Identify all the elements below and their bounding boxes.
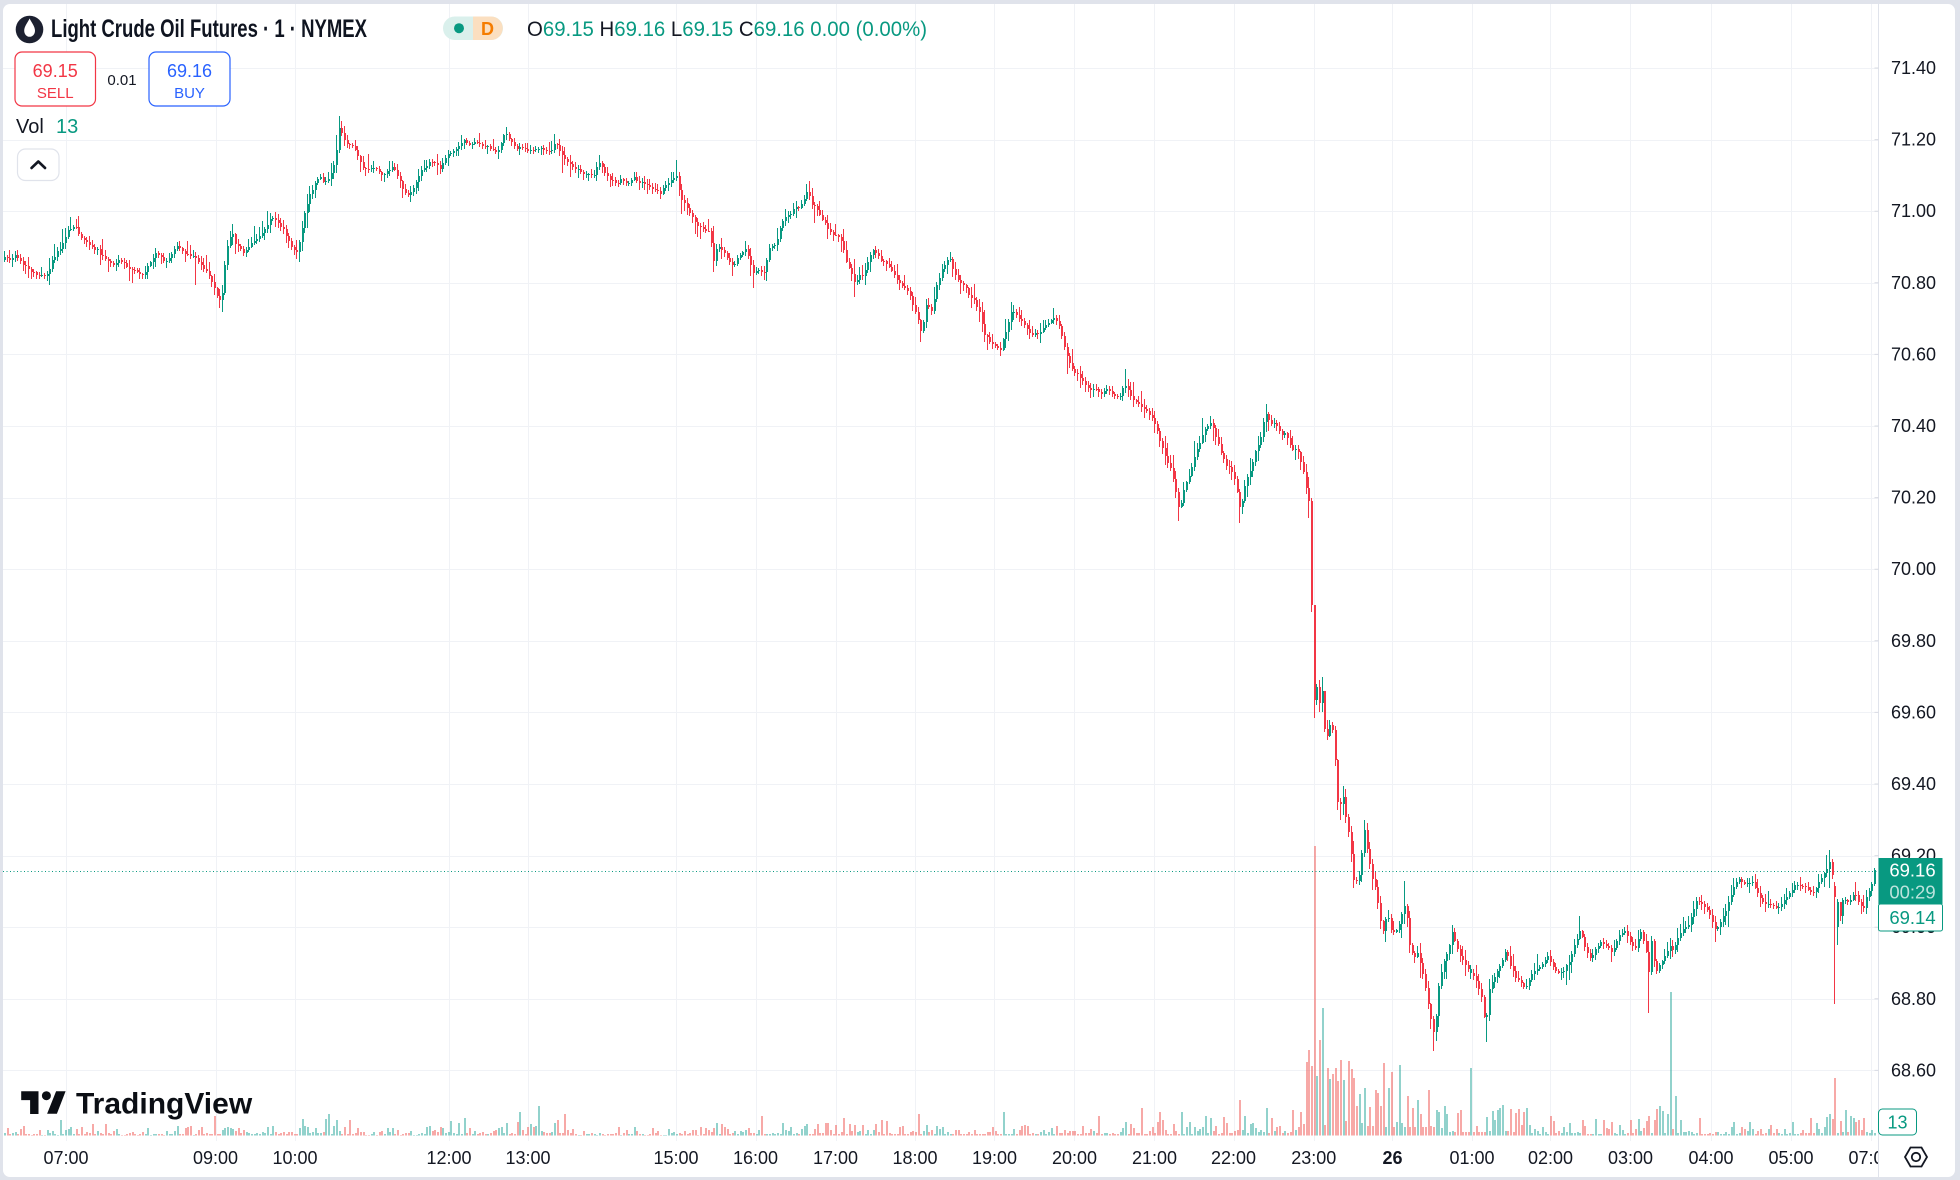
svg-text:16:00: 16:00 <box>733 1148 778 1168</box>
svg-text:Light Crude Oil Futures · 1 ·: Light Crude Oil Futures · 1 · NYMEX <box>51 15 367 43</box>
svg-text:71.00: 71.00 <box>1891 201 1936 221</box>
svg-text:69.16: 69.16 <box>1889 860 1935 881</box>
svg-text:69.40: 69.40 <box>1891 774 1936 794</box>
svg-text:13:00: 13:00 <box>505 1148 550 1168</box>
svg-text:22:00: 22:00 <box>1211 1148 1256 1168</box>
svg-text:02:00: 02:00 <box>1528 1148 1573 1168</box>
svg-text:69.80: 69.80 <box>1891 631 1936 651</box>
svg-text:70.60: 70.60 <box>1891 344 1936 364</box>
svg-text:04:00: 04:00 <box>1688 1148 1733 1168</box>
svg-text:20:00: 20:00 <box>1052 1148 1097 1168</box>
svg-text:68.60: 68.60 <box>1891 1060 1936 1080</box>
svg-text:69.15: 69.15 <box>33 61 78 81</box>
svg-text:01:00: 01:00 <box>1449 1148 1494 1168</box>
svg-text:26: 26 <box>1382 1148 1402 1168</box>
svg-text:13: 13 <box>1887 1113 1907 1133</box>
svg-text:71.40: 71.40 <box>1891 58 1936 78</box>
svg-text:SELL: SELL <box>37 85 74 102</box>
svg-text:10:00: 10:00 <box>272 1148 317 1168</box>
svg-text:70.20: 70.20 <box>1891 488 1936 508</box>
svg-text:09:00: 09:00 <box>193 1148 238 1168</box>
svg-text:21:00: 21:00 <box>1132 1148 1177 1168</box>
svg-text:00:29: 00:29 <box>1889 882 1935 903</box>
svg-text:70.00: 70.00 <box>1891 559 1936 579</box>
svg-text:05:00: 05:00 <box>1768 1148 1813 1168</box>
svg-text:69.16: 69.16 <box>167 61 212 81</box>
svg-text:23:00: 23:00 <box>1291 1148 1336 1168</box>
svg-text:69.60: 69.60 <box>1891 702 1936 722</box>
svg-text:71.20: 71.20 <box>1891 130 1936 150</box>
svg-text:70.40: 70.40 <box>1891 416 1936 436</box>
svg-text:TradingView: TradingView <box>76 1088 253 1121</box>
svg-text:18:00: 18:00 <box>892 1148 937 1168</box>
svg-text:D: D <box>481 19 494 39</box>
svg-text:19:00: 19:00 <box>972 1148 1017 1168</box>
svg-text:12:00: 12:00 <box>426 1148 471 1168</box>
svg-text:69.14: 69.14 <box>1889 907 1935 928</box>
svg-text:17:00: 17:00 <box>813 1148 858 1168</box>
svg-text:13: 13 <box>56 116 78 138</box>
svg-text:70.80: 70.80 <box>1891 273 1936 293</box>
svg-text:03:00: 03:00 <box>1608 1148 1653 1168</box>
svg-text:Vol: Vol <box>16 116 44 138</box>
svg-text:BUY: BUY <box>174 85 205 102</box>
svg-text:07:00: 07:00 <box>43 1148 88 1168</box>
svg-text:0.01: 0.01 <box>107 72 136 89</box>
svg-text:68.80: 68.80 <box>1891 989 1936 1009</box>
svg-text:15:00: 15:00 <box>653 1148 698 1168</box>
svg-text:07:00: 07:00 <box>1848 1148 1893 1168</box>
svg-text:O69.15 H69.16 L69.15 C69.16 0.: O69.15 H69.16 L69.15 C69.16 0.00 (0.00%) <box>527 18 927 41</box>
